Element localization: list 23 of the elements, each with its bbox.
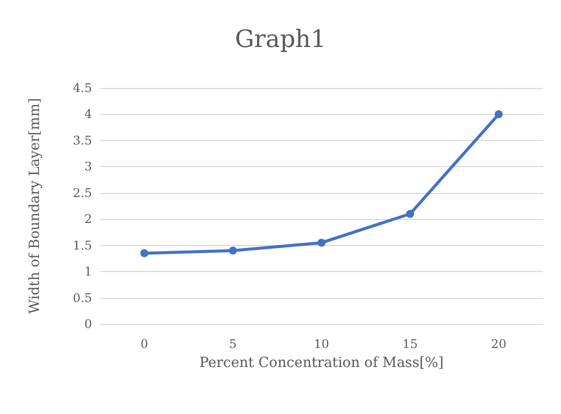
point	[494, 110, 503, 118]
y-tick-label: 2	[84, 212, 92, 226]
x-tick-label: 15	[402, 337, 418, 351]
x-axis-title: Percent Concentration of Mass[%]	[199, 355, 444, 371]
x-tick-label: 0	[140, 337, 148, 351]
x-tick-label: 10	[314, 337, 330, 351]
y-tick-label: 3.5	[72, 133, 92, 148]
chart-title: Graph1	[234, 25, 326, 53]
y-tick-label: 2.5	[72, 186, 92, 200]
point	[228, 246, 237, 255]
point	[406, 210, 414, 218]
x-tick-label: 20	[491, 337, 506, 351]
y-tick-label: 0	[84, 317, 92, 331]
y-axis-title: Width of Boundary Layer[mm]	[27, 98, 43, 314]
y-tick-label: 0.5	[72, 290, 92, 305]
y-tick-label: 4	[84, 107, 92, 122]
x-tick-label: 5	[229, 337, 237, 351]
point	[318, 238, 326, 247]
y-tick-label: 1	[84, 264, 92, 279]
point	[140, 249, 148, 258]
y-tick-label: 3	[84, 160, 92, 174]
y-tick-label: 4.5	[72, 81, 92, 95]
y-tick-label: 1.5	[72, 238, 92, 252]
